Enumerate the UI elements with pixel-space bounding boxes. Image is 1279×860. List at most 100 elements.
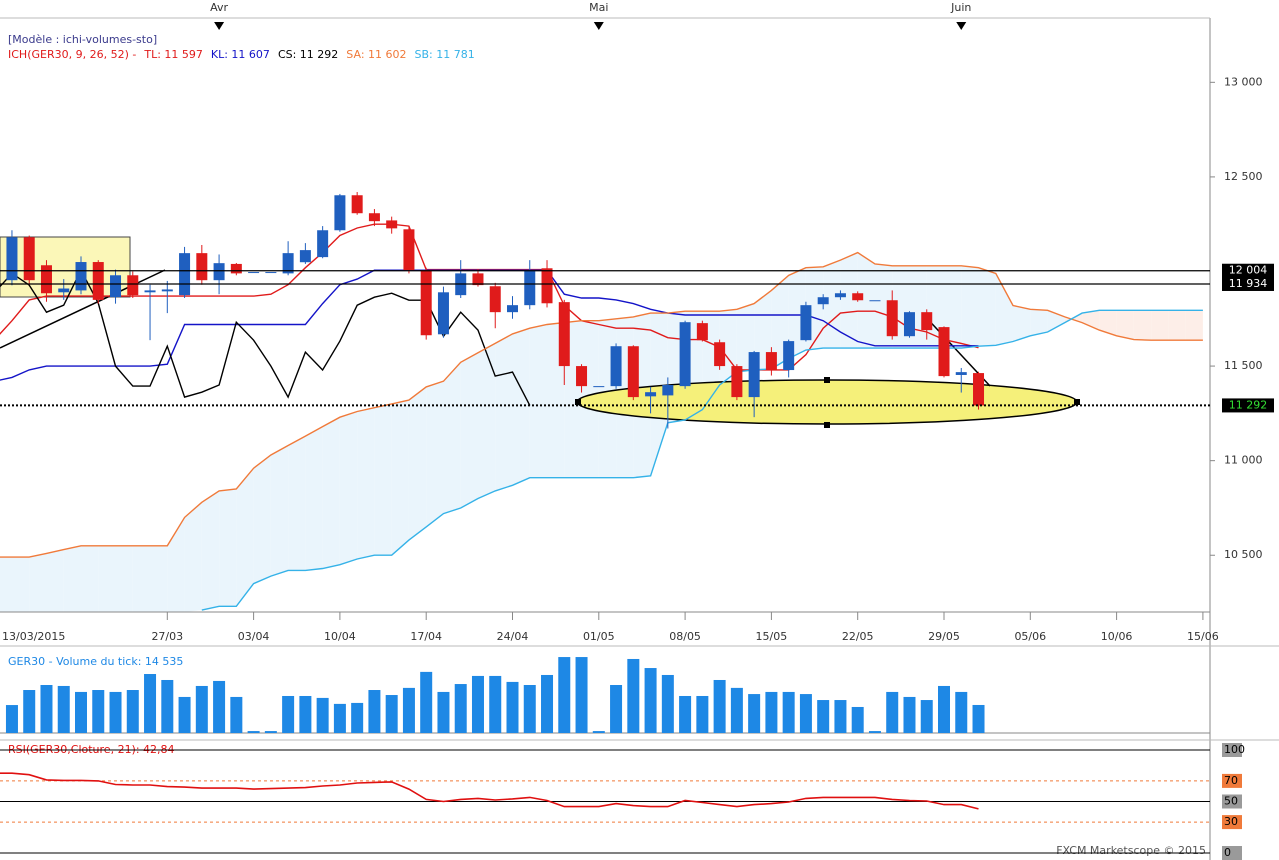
- volume-layer: [5, 657, 985, 733]
- volume-bar: [282, 695, 295, 733]
- volume-bar: [264, 731, 277, 733]
- candle-body: [75, 262, 87, 291]
- volume-bar: [851, 706, 864, 733]
- volume-bar: [696, 695, 709, 733]
- volume-bar: [799, 694, 812, 733]
- volume-bar: [661, 674, 674, 733]
- x2-tick: [593, 22, 604, 30]
- volume-bar: [644, 668, 657, 733]
- candle-body: [903, 312, 915, 337]
- candle-body: [179, 253, 191, 296]
- x-tick-label: 01/05: [583, 630, 615, 643]
- volume-bar: [972, 704, 985, 733]
- level-label-box: [1222, 276, 1274, 291]
- volume-bar: [523, 685, 536, 733]
- candle-body: [58, 288, 70, 293]
- cloud: [305, 426, 323, 571]
- candle-body: [541, 268, 553, 304]
- indicator-line: [201, 309, 1203, 611]
- y-tick-label: 70: [1224, 774, 1238, 787]
- candle-body: [265, 272, 277, 274]
- volume-bar: [437, 691, 450, 733]
- handle: [824, 377, 830, 383]
- candle-body: [800, 305, 812, 341]
- handle: [824, 422, 830, 428]
- candle-body: [299, 250, 311, 263]
- volume-bar: [627, 658, 640, 733]
- volume-bar: [454, 684, 467, 733]
- cloud: [840, 252, 858, 349]
- candle-body: [869, 300, 881, 302]
- candle-body: [92, 262, 104, 300]
- cloud: [219, 489, 237, 607]
- cloud: [29, 553, 47, 612]
- candle-body: [40, 265, 52, 294]
- candle-body: [213, 263, 225, 281]
- cloud: [477, 343, 496, 499]
- volume-bar: [351, 702, 364, 733]
- volume-bar: [955, 691, 968, 733]
- model-label: [Modèle : ichi-volumes-sto]: [8, 33, 157, 46]
- volume-bar: [558, 657, 571, 733]
- volume-bar: [368, 690, 381, 733]
- footer: FXCM Marketscope © 2015: [1056, 844, 1206, 857]
- volume-bar: [23, 690, 36, 733]
- y-tick-label: 50: [1224, 795, 1238, 808]
- candle-body: [748, 352, 760, 398]
- y-tick-label: 12 500: [1224, 170, 1263, 183]
- x2-tick: [214, 22, 225, 30]
- candle-body: [679, 322, 691, 387]
- volume-bar: [230, 696, 243, 733]
- volume-bar: [195, 685, 208, 733]
- volume-bar: [144, 674, 157, 733]
- cloud: [115, 545, 133, 612]
- cloud: [253, 454, 271, 584]
- candle-body: [817, 297, 829, 305]
- volume-bar: [506, 681, 519, 733]
- candle-body: [127, 275, 139, 296]
- y-tick-label: 100: [1224, 743, 1245, 756]
- cloud: [443, 362, 461, 514]
- cloud: [1133, 310, 1152, 341]
- cloud: [167, 517, 185, 612]
- volume-bar: [247, 731, 260, 733]
- candle-body: [834, 293, 846, 298]
- volume-bar: [938, 685, 950, 733]
- cloud: [81, 545, 99, 612]
- y-tick-label: 10 500: [1224, 548, 1263, 561]
- volume-bar: [57, 685, 70, 733]
- volume-bar: [471, 675, 484, 733]
- candle-body: [627, 346, 639, 398]
- level-label-box: [1222, 263, 1274, 278]
- volume-bar: [834, 700, 847, 733]
- x-tick-label: 17/04: [410, 630, 442, 643]
- cloud: [132, 545, 151, 612]
- x-tick-label: 10/06: [1101, 630, 1133, 643]
- volume-bar: [299, 695, 312, 733]
- indicator-label: ICH(GER30, 9, 26, 52) -: [8, 48, 136, 61]
- candle-body: [783, 341, 795, 371]
- cloud: [1030, 309, 1048, 336]
- volume-bar: [713, 679, 726, 733]
- x-tick-label: 13/03/2015: [2, 630, 65, 643]
- cloud-layer: [0, 252, 1203, 612]
- y-tick-label: 0: [1224, 846, 1231, 859]
- volume-bar: [40, 685, 53, 733]
- x-tick-label: 10/04: [324, 630, 356, 643]
- x-tick-label: 03/04: [238, 630, 270, 643]
- volume-bar: [782, 691, 795, 733]
- candle-body: [852, 293, 864, 301]
- cloud: [288, 436, 306, 571]
- legend-entry: SB: 11 781: [415, 48, 475, 61]
- highlight-box: [0, 236, 131, 298]
- handle: [575, 399, 581, 405]
- volume-bar: [541, 674, 554, 733]
- volume-bar: [92, 690, 105, 733]
- volume-bar: [868, 731, 881, 733]
- volume-bar: [316, 697, 329, 733]
- candle-body: [955, 372, 967, 375]
- cloud: [961, 265, 979, 349]
- legend-entry: CS: 11 292: [278, 48, 338, 61]
- price-layer: [0, 192, 1203, 611]
